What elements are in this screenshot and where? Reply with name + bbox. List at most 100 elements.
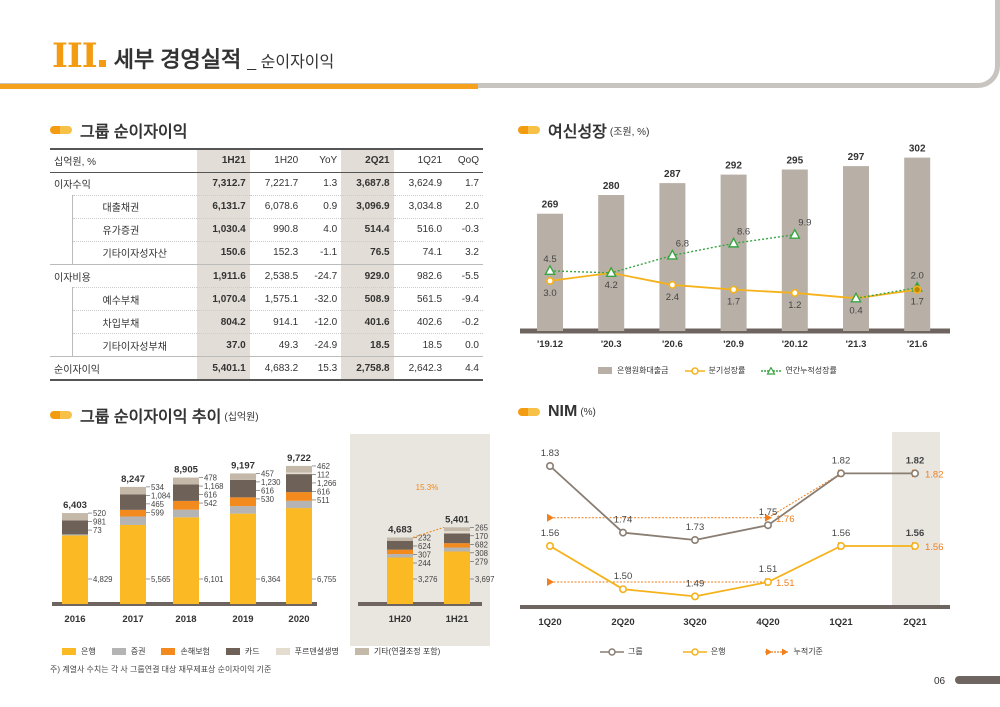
point-group-nim — [836, 469, 845, 478]
cumulative-group-line — [767, 472, 842, 519]
point-group-nim — [764, 521, 773, 530]
stack-seg-은행 — [230, 513, 256, 604]
stack-seg-기타(연결조정 포함) — [230, 473, 256, 480]
stack-seg-카드 — [230, 479, 256, 498]
point-annual-growth — [727, 236, 740, 248]
bank-nim-label: 1.56 — [906, 528, 925, 539]
stack-seg-카드 — [387, 540, 413, 550]
table-row: 차입부채 804.2 914.1 -12.0 401.6 402.6 -0.2 — [50, 310, 483, 334]
segment-value-label: 616 — [261, 486, 274, 495]
stack-seg-손해보험 — [230, 497, 256, 507]
page-title: 세부 경영실적 — [113, 47, 242, 72]
segment-value-label: 1,084 — [151, 491, 171, 500]
footnote: 주) 계열사 수치는 각 사 그룹연결 대상 재무제표상 순이자이익 기준 — [50, 665, 272, 674]
x-tick-label: 2018 — [175, 614, 196, 625]
legend-item: 푸르덴셜생명 — [275, 646, 339, 657]
table-row: 유가증권 1,030.4 990.8 4.0 514.4 516.0 -0.3 — [50, 217, 483, 242]
row-label: 유가증권 — [71, 217, 198, 242]
stack-seg-은행 — [120, 524, 146, 604]
table-cell: 2,538.5 — [249, 263, 303, 288]
annual-growth-label: 4.5 — [543, 254, 556, 265]
x-tick-label: 1Q20 — [538, 617, 561, 628]
stack-seg-은행 — [173, 517, 199, 604]
growth-arrow — [412, 526, 445, 538]
table-cell: 7,221.7 — [249, 171, 303, 196]
segment-value-label: 6,755 — [317, 575, 337, 584]
segment-value-label: 3,276 — [418, 575, 438, 584]
col-header: QoQ — [446, 147, 483, 173]
col-header: 1H20 — [249, 147, 303, 173]
annual-growth-label: 2.0 — [911, 271, 924, 282]
stack-seg-기타(연결조정 포함) — [286, 465, 312, 473]
x-tick-label: 4Q20 — [756, 617, 779, 628]
col-header: 1H21 — [197, 147, 250, 173]
table-cell: 6,131.7 — [197, 194, 250, 219]
table-cell: 4,683.2 — [249, 356, 303, 381]
stack-seg-증권 — [387, 554, 413, 558]
table-cell: 561.5 — [393, 287, 447, 311]
section-roman-numeral: III — [52, 36, 98, 76]
line-bank-nim — [549, 545, 915, 598]
page-header: III 세부 경영실적 _ 순이자이익 — [52, 36, 334, 76]
x-tick-label: '20.12 — [782, 339, 808, 350]
title-pill-icon — [518, 126, 540, 134]
table-cell: 150.6 — [197, 240, 250, 265]
cumulative-group-label: 1.76 — [776, 514, 795, 525]
row-label: 예수부채 — [71, 287, 198, 311]
stack-seg-증권 — [173, 509, 199, 518]
x-tick-label: 2Q21 — [903, 617, 927, 628]
legend-swatch — [354, 648, 369, 655]
cumulative-bank-label: 1.51 — [776, 578, 795, 589]
table-row: 대출채권 6,131.7 6,078.6 0.9 3,096.9 3,034.8 2.0 — [50, 194, 483, 219]
segment-value-label: 682 — [475, 540, 488, 549]
group-nim-label: 1.74 — [614, 515, 633, 526]
segment-value-label: 616 — [317, 487, 330, 496]
table-cell: 982.6 — [393, 263, 447, 288]
table-cell: 15.3 — [302, 356, 342, 381]
nii-trend-chart: 6,4032016520981734,8298,24720175341,0844… — [52, 434, 495, 646]
table-cell: 1,030.4 — [197, 217, 250, 242]
segment-value-label: 5,565 — [151, 575, 171, 584]
group-nim-label: 1.75 — [759, 507, 778, 518]
cumulative-group-label-latest: 1.82 — [925, 469, 944, 480]
table-cell: 401.6 — [341, 310, 394, 334]
quarterly-growth-label: 1.7 — [911, 297, 924, 308]
point-quarterly-growth — [545, 276, 554, 285]
row-label: 순이자이익 — [50, 356, 198, 381]
segment-value-label: 534 — [151, 483, 165, 492]
stack-seg-은행 — [444, 551, 470, 604]
table-cell: 929.0 — [341, 263, 394, 288]
table-cell: 4.0 — [302, 217, 342, 242]
stack-seg-기타(연결조정 포함) — [387, 537, 413, 541]
annual-growth-label: 9.9 — [798, 218, 811, 229]
line-group-nim — [549, 465, 915, 541]
legend-item: 기타(연결조정 포함) — [354, 646, 440, 657]
bar-value-label: 302 — [909, 144, 926, 155]
segment-value-label: 232 — [418, 534, 431, 543]
legend-item: 분기성장률 — [684, 365, 745, 376]
growth-annotation: 15.3% — [416, 483, 439, 492]
legend-item: 은행 — [62, 646, 96, 657]
bar-total-label: 9,722 — [287, 453, 311, 464]
table-cell: 0.9 — [302, 194, 342, 219]
quarterly-growth-label: 0.4 — [849, 305, 862, 316]
segment-value-label: 265 — [475, 523, 489, 532]
table-cell: -1.1 — [302, 240, 342, 265]
table-cell: 1,911.6 — [197, 263, 250, 288]
legend-swatch — [225, 648, 240, 655]
segment-value-label: 279 — [475, 557, 488, 566]
table-cell: 2,642.3 — [393, 356, 447, 381]
table-cell: -0.3 — [446, 217, 483, 242]
stack-seg-기타(연결조정 포함) — [120, 486, 146, 495]
segment-value-label: 244 — [418, 559, 432, 568]
table-cell: 514.4 — [341, 217, 394, 242]
bar-total-label: 8,905 — [174, 465, 198, 476]
table-cell: 152.3 — [249, 240, 303, 265]
stack-seg-푸르덴셜생명 — [444, 531, 470, 534]
title-pill-icon — [50, 126, 72, 134]
point-bank-nim — [836, 542, 845, 551]
point-bank-nim — [545, 542, 554, 551]
table-cell: -12.0 — [302, 310, 342, 334]
stack-seg-은행 — [286, 508, 312, 604]
stack-seg-기타(연결조정 포함) — [62, 513, 88, 521]
